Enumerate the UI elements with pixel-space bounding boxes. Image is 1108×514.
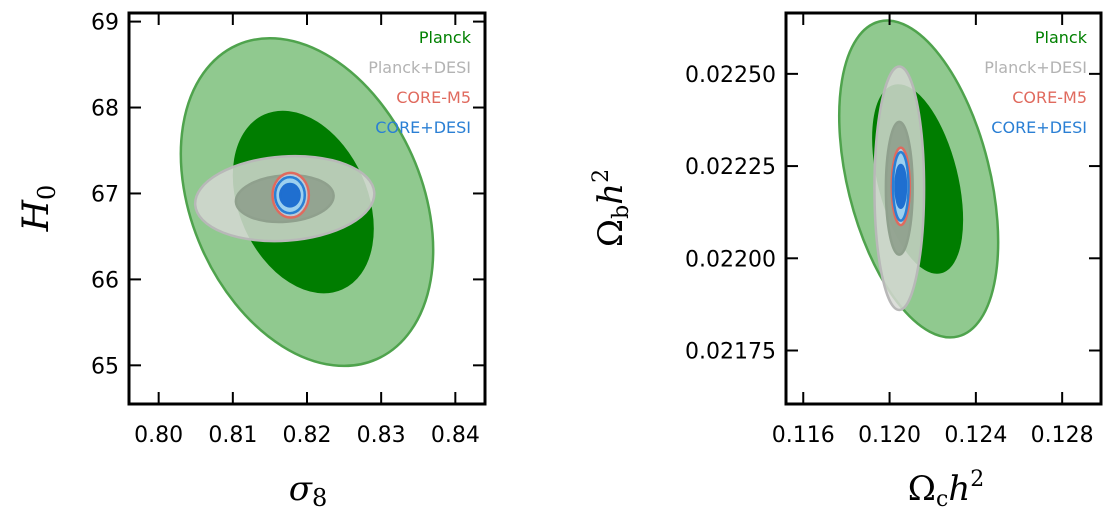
legend-item-core-m5: CORE-M5 bbox=[1012, 88, 1087, 107]
tick-layer: 0.80 0.81 0.82 0.83 0.84 65 66 67 68 69 bbox=[91, 11, 485, 448]
plot-frame bbox=[784, 11, 1103, 406]
y-tick-label: 0.02200 bbox=[685, 247, 776, 272]
y-tick-label: 0.02250 bbox=[685, 63, 776, 88]
y-tick-label: 65 bbox=[91, 354, 119, 379]
y-tick-label: 66 bbox=[91, 268, 119, 293]
contour-core-desi-68 bbox=[894, 163, 908, 210]
legend-item-core-desi: CORE+DESI bbox=[375, 118, 471, 137]
contour-layer bbox=[179, 36, 435, 368]
tick-layer: 0.116 0.120 0.124 0.128 0.02175 0.02200 0.0222… bbox=[685, 13, 1101, 448]
legend-item-planck: Planck bbox=[419, 28, 472, 47]
legend-item-planck-desi: Planck+DESI bbox=[368, 58, 471, 77]
x-axis-subscript: 8 bbox=[312, 484, 327, 512]
x-tick-label: 0.81 bbox=[208, 423, 257, 448]
x-tick-label: 0.80 bbox=[134, 423, 183, 448]
legend-item-planck-desi: Planck+DESI bbox=[984, 58, 1087, 77]
legend-item-core-m5: CORE-M5 bbox=[396, 88, 471, 107]
contour-layer bbox=[837, 19, 1000, 339]
legend-item-planck: Planck bbox=[1035, 28, 1088, 47]
contour-core-desi-68 bbox=[279, 182, 301, 208]
x-tick-label: 0.124 bbox=[944, 423, 1007, 448]
x-tick-label: 0.83 bbox=[357, 423, 406, 448]
x-tick-label: 0.82 bbox=[283, 423, 332, 448]
x-tick-label: 0.116 bbox=[772, 423, 835, 448]
y-tick-label: 0.02175 bbox=[685, 340, 776, 365]
y-axis-title: H0 bbox=[16, 185, 61, 233]
legend: Planck Planck+DESI CORE-M5 CORE+DESI bbox=[368, 28, 472, 137]
y-tick-label: 67 bbox=[91, 182, 119, 207]
x-axis-title: σ8 bbox=[289, 469, 328, 512]
legend: Planck Planck+DESI CORE-M5 CORE+DESI bbox=[984, 28, 1088, 137]
y-tick-label: 0.02225 bbox=[685, 155, 776, 180]
x-tick-label: 0.120 bbox=[858, 423, 921, 448]
x-axis-title: Ωch2 bbox=[908, 467, 984, 512]
y-tick-label: 69 bbox=[91, 11, 119, 36]
y-axis-title: Ωbh2 bbox=[589, 169, 634, 247]
y-tick-label: 68 bbox=[91, 97, 119, 122]
panel-omegab-omegac: 0.116 0.120 0.124 0.128 0.02175 0.02200 0.0222… bbox=[589, 11, 1103, 512]
legend-item-core-desi: CORE+DESI bbox=[991, 118, 1087, 137]
x-tick-label: 0.128 bbox=[1031, 423, 1094, 448]
x-tick-label: 0.84 bbox=[431, 423, 480, 448]
